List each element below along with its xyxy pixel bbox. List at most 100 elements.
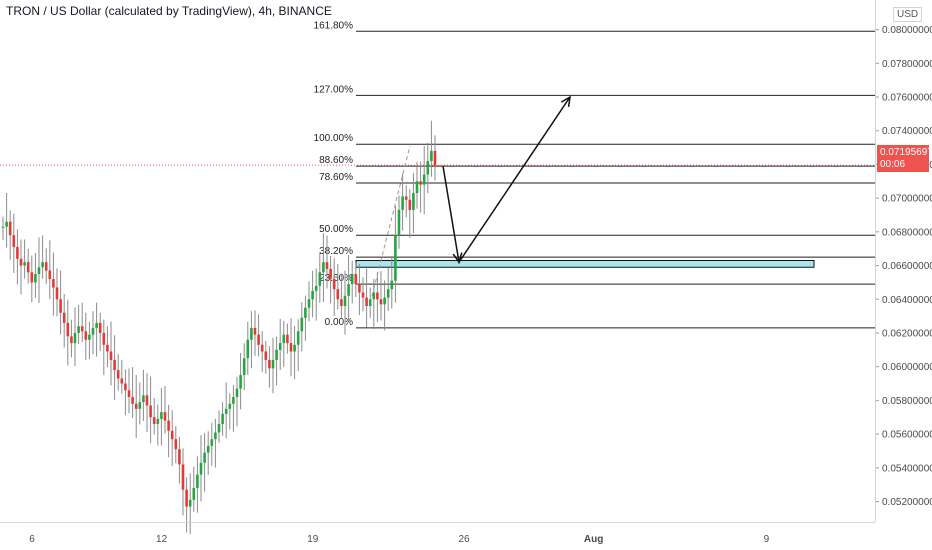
candle-up <box>412 193 415 210</box>
candle-up <box>95 322 98 328</box>
fib-label: 100.00% <box>314 133 354 144</box>
chart-title: TRON / US Dollar (calculated by TradingV… <box>6 4 332 18</box>
candle-up <box>192 488 196 500</box>
candle-up <box>394 235 397 281</box>
candle-up <box>1 226 5 228</box>
candle-down <box>264 351 268 360</box>
support-zone[interactable] <box>355 260 815 268</box>
candle-up <box>368 299 372 307</box>
candle-up <box>271 359 275 369</box>
fib-label: 78.60% <box>319 172 353 183</box>
candle-up <box>246 339 250 359</box>
candle-up <box>397 209 401 236</box>
trend-dashed-line[interactable] <box>371 145 411 297</box>
candle-down <box>102 332 106 345</box>
candle-up <box>293 344 296 352</box>
fibonacci-levels[interactable]: 161.80% 127.00% 100.00% 88.60% 78.60% 50.00% 3… <box>314 20 875 329</box>
drawings[interactable] <box>0 95 875 297</box>
candle-down <box>48 270 52 280</box>
candle-down <box>52 279 55 288</box>
price-axis[interactable]: 0.08000000 0.07800000 0.07600000 0.07400000… <box>875 25 932 508</box>
price-tick-label: 0.06400000 <box>882 295 932 306</box>
price-tick-label: 0.07400000 <box>882 126 932 137</box>
candle-down <box>127 390 131 398</box>
candle-up <box>91 327 95 335</box>
time-axis[interactable]: 6 12 19 26 Aug 9 <box>29 534 769 545</box>
fib-label: 127.00% <box>314 84 354 95</box>
candle-up <box>372 292 376 300</box>
candle-up <box>242 358 246 376</box>
candle-down <box>286 334 289 344</box>
candle-down <box>167 420 170 431</box>
candle-down <box>66 322 70 337</box>
candle-up <box>430 150 433 162</box>
fib-label: 23.60% <box>319 273 353 284</box>
candle-up <box>343 295 347 307</box>
candle-down <box>12 235 16 248</box>
candle-down <box>70 336 73 344</box>
candle-up <box>278 343 282 350</box>
projection-path[interactable] <box>442 96 571 265</box>
candle-down <box>98 322 102 333</box>
candle-up <box>224 408 228 414</box>
candle-up <box>307 299 311 308</box>
candle-up <box>235 388 239 398</box>
candle-up <box>322 262 325 273</box>
candle-up <box>88 334 91 340</box>
price-tick-label: 0.05400000 <box>882 463 932 474</box>
candle-down <box>404 196 408 200</box>
candle-down <box>84 331 88 340</box>
candle-down <box>106 344 109 352</box>
candle-up <box>300 317 304 332</box>
candle-up <box>214 432 217 440</box>
candle-up <box>210 439 214 446</box>
candle-down <box>340 299 343 307</box>
candle-down <box>59 299 62 313</box>
price-tick-label: 0.05800000 <box>882 396 932 407</box>
price-tick-label: 0.07000000 <box>882 194 932 205</box>
price-axis-divider <box>875 0 876 522</box>
candle-up <box>142 395 145 403</box>
support-zone-rect[interactable] <box>355 260 815 268</box>
candle-down <box>8 221 12 236</box>
candle-up <box>23 262 26 266</box>
price-tick-label: 0.05600000 <box>882 430 932 441</box>
candle-down <box>170 430 174 440</box>
candle-down <box>419 181 422 185</box>
fib-label: 161.80% <box>314 20 354 31</box>
candle-up <box>196 474 199 489</box>
time-tick-label: 9 <box>764 534 770 545</box>
candle-up <box>350 273 354 285</box>
candle-up <box>228 403 232 409</box>
price-tick-label: 0.07600000 <box>882 93 932 104</box>
candle-down <box>379 299 383 305</box>
candle-down <box>116 370 120 379</box>
candle-up <box>275 349 278 360</box>
candle-down <box>358 284 361 293</box>
candle-down <box>145 395 149 406</box>
fib-label: 0.00% <box>325 317 353 328</box>
time-tick-label: 6 <box>29 534 35 545</box>
candle-down <box>30 272 34 283</box>
currency-badge[interactable]: USD <box>893 7 923 22</box>
candle-down <box>152 417 156 424</box>
candle-down <box>253 327 257 335</box>
candle-down <box>26 262 30 273</box>
fib-label: 50.00% <box>319 224 353 235</box>
candle-down <box>44 262 48 271</box>
bar-countdown: 00:06 <box>880 159 906 170</box>
fib-label: 88.60% <box>319 155 353 166</box>
candle-up <box>188 499 192 507</box>
candle-up <box>296 331 300 345</box>
price-tick-label: 0.05200000 <box>882 497 932 508</box>
arrow-head-up <box>560 95 571 108</box>
candle-down <box>62 312 66 323</box>
candle-down <box>134 403 138 409</box>
candle-down <box>257 334 260 345</box>
candle-up <box>311 290 314 300</box>
price-tick-label: 0.06800000 <box>882 227 932 238</box>
fib-label: 38.20% <box>319 246 353 257</box>
candle-up <box>37 267 41 274</box>
candle-down <box>361 292 365 298</box>
